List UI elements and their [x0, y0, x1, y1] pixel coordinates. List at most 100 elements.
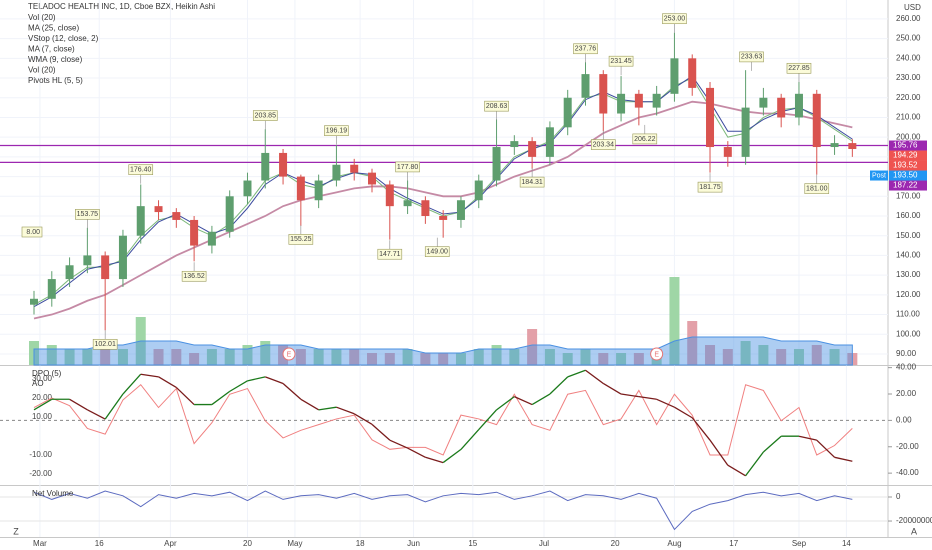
candle-body	[439, 216, 448, 220]
pivot-label: 155.25	[290, 236, 312, 243]
legend-entry: Vol (20)	[28, 13, 56, 22]
volume-bar	[367, 353, 378, 365]
volume-bar	[117, 349, 128, 365]
pivot-box	[377, 248, 403, 260]
candle-body	[207, 231, 216, 246]
y-tick-label: 100.00	[896, 329, 921, 338]
volume-bar	[740, 341, 751, 365]
y-tick-label: 220.00	[896, 93, 921, 102]
pivot-box	[697, 181, 723, 193]
candle-body	[296, 176, 305, 201]
ao-segment	[247, 376, 266, 382]
legend-entry: Vol (20)	[28, 66, 56, 75]
ao-segment	[762, 435, 782, 453]
y-tick-label: 160.00	[896, 211, 921, 220]
ao-segment	[87, 409, 106, 420]
pivot-box	[573, 43, 598, 55]
x-tick-label: Apr	[164, 539, 177, 548]
volume-bar	[313, 349, 324, 365]
volume-bar	[811, 345, 822, 365]
ao-segment	[389, 439, 408, 449]
series-line	[33, 384, 853, 456]
candle-body	[154, 206, 163, 213]
legend-entry: DPO (5)	[32, 369, 62, 378]
ao-segment	[514, 396, 533, 406]
candle-body	[314, 180, 323, 201]
x-tick-label: Mar	[33, 539, 47, 548]
volume-bar	[384, 353, 395, 365]
volume-bar	[776, 349, 787, 365]
pivot-box	[739, 51, 764, 63]
volume-bar	[206, 349, 217, 365]
y-tick-label: 130.00	[896, 270, 921, 279]
volume-bar	[544, 349, 555, 365]
legend-entry: VStop (12, close, 2)	[28, 34, 99, 43]
pivot-label: 176.40	[130, 167, 152, 174]
ao-segment	[318, 406, 337, 411]
candle-body	[528, 141, 537, 157]
currency: USD	[904, 3, 921, 12]
x-tick-label: 20	[611, 539, 620, 548]
y-tick-label: -40.00	[896, 468, 919, 477]
candle-body	[101, 255, 110, 280]
candle-body	[190, 219, 199, 246]
volume-bar	[64, 349, 75, 365]
ao-segment	[211, 390, 231, 406]
pivot-label: 181.75	[699, 184, 721, 191]
y-tick-label: 150.00	[896, 231, 921, 240]
ao-segment	[727, 464, 746, 477]
candle-body	[332, 164, 341, 181]
candle-body	[617, 93, 626, 114]
candle-body	[456, 200, 465, 220]
y-tick-label: 250.00	[896, 34, 921, 43]
candle-body	[599, 74, 608, 114]
x-tick-label: 20	[243, 539, 252, 548]
pivot-box	[75, 209, 100, 220]
pivot-label: 8.00	[26, 229, 40, 236]
candle-body	[706, 87, 715, 148]
candle-body	[136, 206, 145, 236]
x-tick-label: Aug	[667, 539, 681, 548]
x-tick-label: 17	[729, 539, 738, 548]
y-tick-label: -20.00	[896, 442, 919, 451]
price-label: 193.52	[893, 161, 918, 170]
volume-bar	[491, 345, 502, 365]
candle-body	[688, 58, 697, 88]
price-label-box	[889, 150, 927, 161]
y-tick-label: 20.00	[896, 389, 917, 398]
volume-bar	[242, 345, 253, 365]
volume-bar	[295, 349, 306, 365]
volume-bar	[82, 349, 93, 365]
price-label: 194.29	[893, 151, 918, 160]
series-line	[33, 490, 853, 531]
y-tick-label: 0	[896, 492, 901, 501]
candle-body	[848, 143, 857, 149]
ao-segment	[496, 396, 515, 411]
price-label-box	[889, 160, 927, 171]
ao-segment	[656, 398, 675, 408]
x-tick-label: Sep	[792, 539, 807, 548]
y2-tick-label: 10.00	[32, 412, 53, 421]
pivot-label: 203.34	[593, 141, 615, 148]
pivot-box	[786, 62, 812, 74]
candle-body	[759, 97, 768, 108]
candle-body	[510, 141, 519, 148]
candle-body	[794, 93, 803, 118]
y-tick-label: 90.00	[896, 349, 917, 358]
ao-segment	[104, 393, 124, 420]
pivot-box	[804, 183, 830, 194]
candle-body	[492, 147, 501, 181]
footer-icon[interactable]: A	[911, 526, 917, 536]
volume-bar	[758, 345, 769, 365]
candle-body	[403, 200, 412, 207]
candle-body	[563, 97, 572, 128]
x-tick-label: May	[287, 539, 302, 548]
ao-segment	[478, 409, 498, 431]
footer-icon[interactable]: Z	[13, 526, 19, 536]
pivot-box	[288, 234, 314, 245]
pivot-box	[519, 176, 545, 188]
price-tag: Post	[872, 172, 886, 179]
pivot-box	[21, 226, 43, 238]
pivot-label: 147.71	[379, 251, 401, 258]
price-label-box	[889, 140, 927, 151]
